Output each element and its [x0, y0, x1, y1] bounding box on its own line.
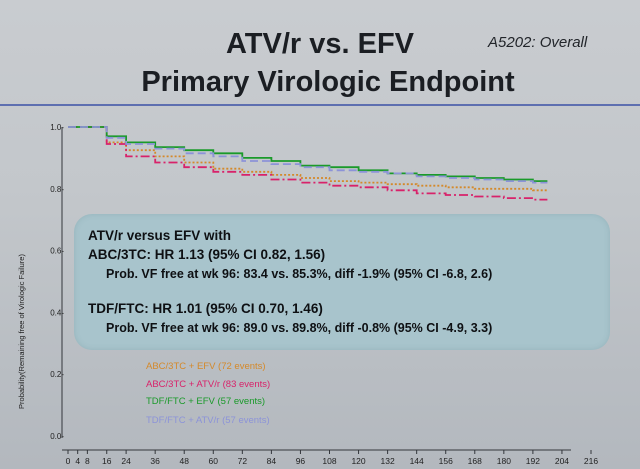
x-tick-label: 8 — [85, 456, 90, 466]
x-tick-label: 60 — [209, 456, 219, 466]
legend-label-abc-atv: ABC/3TC + ATV/r (83 events) — [146, 379, 271, 390]
km-curve-tdf-atv — [68, 126, 548, 184]
y-tick-label: 0.0- — [50, 432, 64, 441]
x-tick-label: 168 — [468, 456, 482, 466]
km-curve-abc-atv — [68, 126, 548, 201]
x-tick-label: 48 — [179, 456, 189, 466]
hazard-ratio-box: ATV/r versus EFV with ABC/3TC: HR 1.13 (… — [74, 214, 610, 350]
x-tick-label: 192 — [526, 456, 540, 466]
box-heading: ATV/r versus EFV with — [88, 228, 232, 243]
x-tick-label: 144 — [410, 456, 424, 466]
y-axis-title: Probability(Remaining free of Virologic … — [17, 254, 26, 409]
y-tick-label: 0.4- — [50, 308, 64, 317]
legend-label-tdf-atv: TDF/FTC + ATV/r (57 events) — [146, 415, 270, 426]
slide-title-line1: ATV/r vs. EFV — [225, 28, 415, 60]
title-divider — [0, 104, 640, 106]
km-curve-abc-efv — [68, 126, 548, 192]
y-tick-label: 1.0- — [50, 123, 64, 132]
x-tick-label: 96 — [296, 456, 306, 466]
tdf-prob-line: Prob. VF free at wk 96: 89.0 vs. 89.8%, … — [106, 321, 493, 335]
x-tick-label: 16 — [102, 456, 112, 466]
x-tick-label: 36 — [150, 456, 160, 466]
slide-title-line2: Primary Virologic Endpoint — [141, 66, 515, 98]
y-tick-label: 0.2- — [50, 370, 64, 379]
x-tick-label: 72 — [238, 456, 248, 466]
legend-label-abc-efv: ABC/3TC + EFV (72 events) — [146, 361, 266, 372]
tdf-hr-line: TDF/FTC: HR 1.01 (95% CI 0.70, 1.46) — [88, 301, 323, 316]
x-tick-label: 24 — [121, 456, 131, 466]
abc-prob-line: Prob. VF free at wk 96: 83.4 vs. 85.3%, … — [106, 267, 493, 281]
y-tick-label: 0.6- — [50, 247, 64, 256]
chart-curves — [68, 126, 548, 201]
y-tick-label: 0.8- — [50, 185, 64, 194]
x-tick-label: 84 — [267, 456, 277, 466]
chart-ticks: 0.0-0.2-0.4-0.6-0.8-1.0-0 4 8 16 24 36 48 60 72 8… — [50, 123, 598, 466]
x-tick-label: 216 — [584, 456, 598, 466]
chart-axes: Probability(Remaining free of Virologic … — [17, 127, 571, 451]
x-tick-label: 108 — [322, 456, 336, 466]
x-tick-label: 180 — [497, 456, 511, 466]
x-tick-label: 204 — [555, 456, 569, 466]
x-tick-label: 4 — [75, 456, 80, 466]
legend-label-tdf-efv: TDF/FTC + EFV (57 events) — [146, 396, 266, 407]
study-tag: A5202: Overall — [488, 34, 588, 51]
x-tick-label: 132 — [381, 456, 395, 466]
x-tick-label: 0 — [66, 456, 71, 466]
x-tick-label: 156 — [439, 456, 453, 466]
km-curve-tdf-efv — [68, 126, 548, 182]
x-tick-label: 120 — [351, 456, 365, 466]
abc-hr-line: ABC/3TC: HR 1.13 (95% CI 0.82, 1.56) — [88, 247, 326, 262]
